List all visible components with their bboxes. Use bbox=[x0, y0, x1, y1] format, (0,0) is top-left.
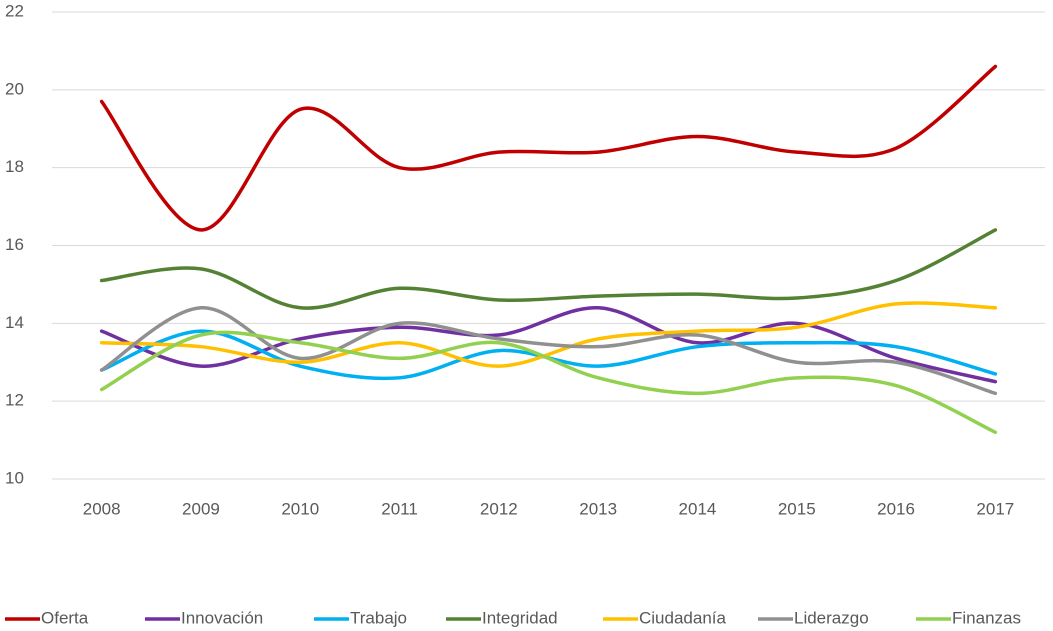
line-series bbox=[99, 64, 998, 232]
x-tick-label: 2015 bbox=[778, 499, 816, 518]
y-tick-label: 22 bbox=[5, 1, 24, 20]
legend-label: Trabajo bbox=[350, 608, 407, 627]
y-tick-label: 12 bbox=[5, 391, 24, 410]
line-series bbox=[99, 301, 998, 368]
x-tick-label: 2011 bbox=[381, 499, 418, 518]
legend-label: Oferta bbox=[41, 608, 89, 627]
x-tick-label: 2008 bbox=[83, 499, 121, 518]
legend-label: Ciudadanía bbox=[639, 608, 727, 627]
x-tick-label: 2017 bbox=[976, 499, 1014, 518]
y-tick-label: 14 bbox=[5, 313, 24, 332]
line-series bbox=[99, 330, 998, 435]
x-tick-label: 2013 bbox=[579, 499, 617, 518]
x-tick-label: 2014 bbox=[679, 499, 717, 518]
line-series bbox=[99, 228, 998, 310]
x-tick-label: 2012 bbox=[480, 499, 518, 518]
y-tick-label: 18 bbox=[5, 157, 24, 176]
y-tick-label: 10 bbox=[5, 468, 24, 487]
legend-label: Finanzas bbox=[952, 608, 1021, 627]
y-tick-label: 20 bbox=[5, 79, 24, 98]
x-tick-label: 2009 bbox=[182, 499, 220, 518]
legend-label: Liderazgo bbox=[794, 608, 869, 627]
y-tick-label: 16 bbox=[5, 235, 24, 254]
x-tick-label: 2010 bbox=[281, 499, 319, 518]
x-tick-label: 2016 bbox=[877, 499, 915, 518]
legend-label: Innovación bbox=[181, 608, 263, 627]
legend-label: Integridad bbox=[482, 608, 558, 627]
line-series bbox=[99, 306, 998, 396]
